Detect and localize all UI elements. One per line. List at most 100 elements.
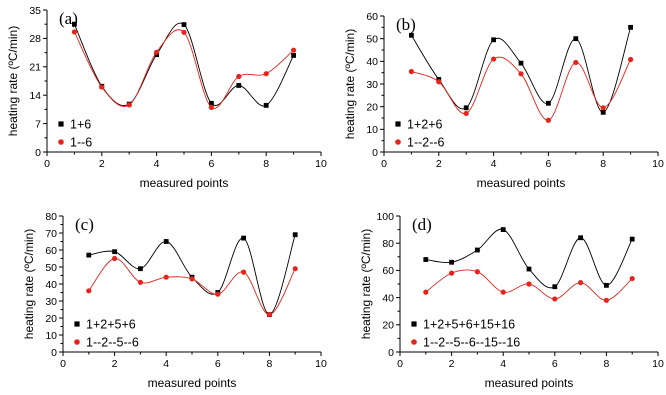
data-point-circle (181, 29, 187, 35)
data-point-circle (99, 84, 105, 90)
data-point-square (138, 266, 143, 272)
x-tick-label: 6 (208, 158, 214, 170)
data-point-square (475, 247, 480, 253)
data-point-square (526, 266, 532, 272)
data-point-square (552, 284, 558, 290)
x-tick-label: 4 (154, 158, 160, 170)
series-line-1 (425, 228, 633, 289)
data-point-circle (189, 276, 195, 282)
y-tick-label: 7 (35, 118, 41, 130)
data-point-square (449, 259, 454, 265)
y-tick-label: 28 (29, 33, 41, 45)
data-point-circle (137, 279, 143, 285)
data-point-circle (518, 71, 524, 77)
panel-label: (b) (396, 15, 416, 34)
y-tick-label: 0 (388, 347, 394, 359)
data-point-circle (291, 47, 297, 53)
data-point-square (409, 32, 414, 38)
y-tick-label: 10 (366, 124, 378, 136)
data-point-circle (474, 269, 480, 275)
data-point-square (236, 83, 242, 88)
x-tick-label: 10 (315, 358, 327, 370)
legend-label: 1--2--5--6--15--16 (423, 336, 520, 350)
data-point-square (263, 102, 269, 108)
legend-marker-circle (411, 339, 417, 345)
x-tick-label: 2 (99, 158, 105, 170)
data-point-square (72, 21, 77, 27)
x-tick-label: 2 (112, 358, 118, 370)
x-tick-label: 0 (397, 358, 403, 370)
y-axis-title: heating rate (ºC/min) (6, 26, 20, 136)
legend-marker-square (58, 121, 64, 127)
y-tick-label: 60 (366, 11, 378, 23)
data-point-square (600, 109, 606, 115)
x-tick-label: 10 (315, 158, 327, 170)
data-point-circle (266, 312, 272, 318)
y-axis-title: heating rate (ºC/min) (22, 229, 36, 339)
data-point-circle (154, 49, 160, 55)
data-point-square (629, 236, 635, 242)
legend-marker-square (74, 321, 80, 327)
data-point-square (112, 249, 117, 255)
series-line-1 (88, 234, 296, 316)
x-tick-label: 10 (652, 358, 664, 370)
data-point-circle (71, 29, 77, 35)
x-tick-label: 6 (552, 358, 558, 370)
data-point-square (241, 235, 246, 241)
data-point-circle (500, 289, 506, 295)
x-tick-label: 4 (500, 358, 506, 370)
chart-panel-c: 0 2 4 6 8 10 0 10 20 30 40 50 60 70 80 measured points h… (22, 211, 327, 390)
x-tick-label: 8 (266, 358, 272, 370)
y-tick-label: 20 (366, 101, 378, 113)
x-tick-label: 0 (381, 158, 387, 170)
y-tick-label: 35 (29, 5, 41, 17)
data-point-circle (241, 269, 247, 275)
data-point-circle (292, 266, 298, 272)
legend-marker-circle (74, 339, 80, 345)
y-tick-label: 40 (382, 292, 394, 304)
x-axis-title: measured points (477, 176, 566, 190)
x-tick-label: 10 (652, 158, 664, 170)
y-tick-label: 80 (382, 238, 394, 250)
data-point-circle (112, 255, 118, 262)
legend-marker-square (411, 321, 417, 327)
data-point-square (463, 105, 469, 111)
data-point-square (604, 282, 609, 288)
y-axis-title: heating rate (ºC/min) (343, 29, 357, 139)
data-point-circle (578, 280, 584, 286)
data-point-circle (463, 110, 469, 117)
x-axis-title: measured points (140, 176, 229, 190)
series-line-2 (73, 29, 294, 109)
legend-marker-square (395, 121, 401, 127)
x-axis-title: measured points (148, 376, 237, 390)
data-point-circle (491, 56, 497, 62)
y-tick-label: 80 (45, 211, 57, 223)
panel-label: (d) (412, 215, 432, 234)
data-point-square (181, 22, 187, 28)
data-point-square (86, 252, 92, 258)
data-point-circle (408, 68, 414, 75)
chart-panel-b: 0 2 4 6 8 10 0 10 20 30 40 50 60 measured points heati… (343, 11, 664, 190)
y-axis-title: heating rate (ºC/min) (359, 229, 373, 339)
legend-label: 1+2+5+6+15+16 (423, 318, 515, 332)
series-line-1 (411, 27, 632, 113)
panel-label: (c) (75, 215, 94, 234)
y-tick-label: 10 (45, 330, 57, 342)
legend-label: 1--2--5--6 (86, 336, 139, 350)
data-point-square (500, 227, 506, 232)
data-point-circle (629, 275, 635, 282)
y-tick-label: 50 (45, 262, 57, 274)
data-point-circle (208, 104, 214, 110)
data-point-circle (573, 59, 579, 66)
data-point-square (291, 53, 296, 58)
x-tick-label: 8 (603, 358, 609, 370)
y-tick-label: 30 (45, 296, 57, 308)
data-point-circle (126, 102, 132, 108)
chart-panel-a: 0 2 4 6 8 10 0 7 14 21 28 35 measured points heating … (6, 5, 327, 190)
data-point-square (573, 36, 579, 42)
x-tick-label: 2 (436, 158, 442, 170)
data-point-square (423, 257, 429, 262)
data-point-circle (600, 105, 606, 111)
data-point-circle (215, 291, 221, 297)
